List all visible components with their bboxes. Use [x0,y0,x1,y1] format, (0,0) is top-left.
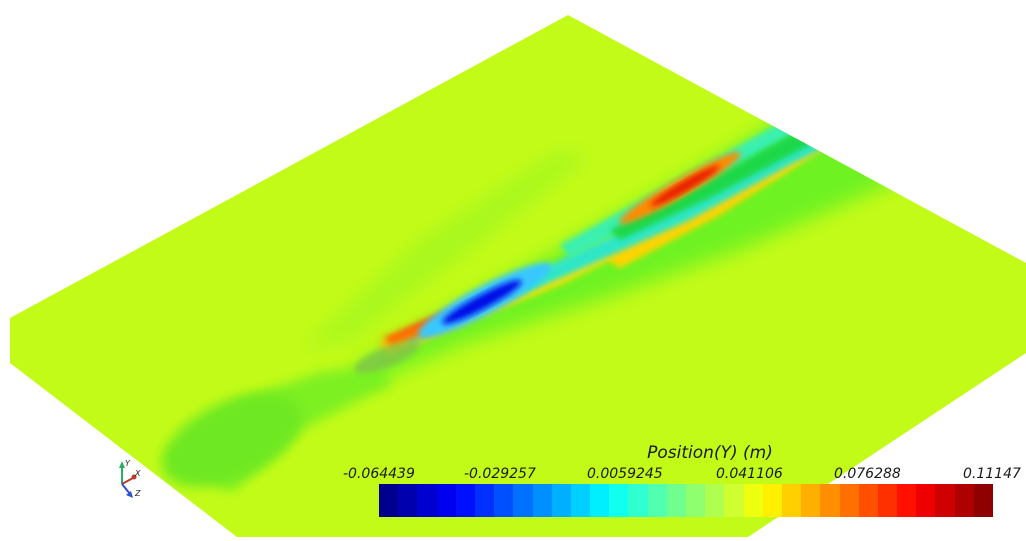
colorbar-segment [877,484,898,517]
z-axis-arrow [126,491,133,498]
colorbar-segment [436,484,456,517]
colorbar-segment [513,484,533,517]
colorbar-segment [532,484,552,517]
colorbar-segment [724,484,744,517]
colorbar-segment [935,484,955,517]
colorbar-tick-label: 0.0059245 [587,466,663,482]
z-axis-line [121,483,131,495]
colorbar-segment [858,484,878,517]
colorbar-segment [474,484,495,517]
colorbar-segment [570,484,591,517]
colorbar-segment [781,484,802,517]
colorbar-segment [686,484,706,517]
body-shadow [354,340,420,374]
colorbar-segment [628,484,648,517]
colorbar-segment [954,484,974,517]
colorbar [379,484,993,517]
x-axis-line [121,477,134,485]
colorbar-segment [609,484,629,517]
colorbar-segment [417,484,437,517]
x-axis-tip [131,474,137,480]
colorbar-segment [590,484,610,517]
colorbar-tick-label: 0.041106 [716,466,783,482]
peak-high-core [650,165,720,207]
colorbar-segment [647,484,667,517]
orientation-axes: Y X Z [119,459,141,498]
colorbar-segment [897,484,917,517]
colorbar-segment [839,484,859,517]
colorbar-segment [973,484,993,517]
colorbar-tick-label: -0.064439 [343,466,415,482]
colorbar-segment [705,484,725,517]
colorbar-segment [743,484,763,517]
trough-low-core [442,279,522,325]
colorbar-segment [820,484,840,517]
streak-cyan [400,95,1000,345]
y-axis-label: Y [125,459,131,468]
colorbar-segment [455,484,475,517]
colorbar-tick-label: 0.076288 [834,466,901,482]
colorbar-segment [801,484,821,517]
y-axis-arrow [119,461,125,468]
colorbar-segment [666,484,686,517]
colorbar-segment [551,484,571,517]
colorbar-title: Position(Y) (m) [647,443,773,463]
colorbar-tick-label: 0.11147 [963,466,1021,482]
wake-arm-upper [300,150,590,350]
colorbar-segment [398,484,418,517]
colorbar-segment [494,484,514,517]
colorbar-segment [762,484,782,517]
colorbar-segment [916,484,936,517]
wake-ellipse [162,393,302,487]
colorbar-segment [379,484,399,517]
x-axis-label: X [134,469,141,478]
z-axis-label: Z [134,489,141,498]
colorbar-tick-label: -0.029257 [464,466,536,482]
